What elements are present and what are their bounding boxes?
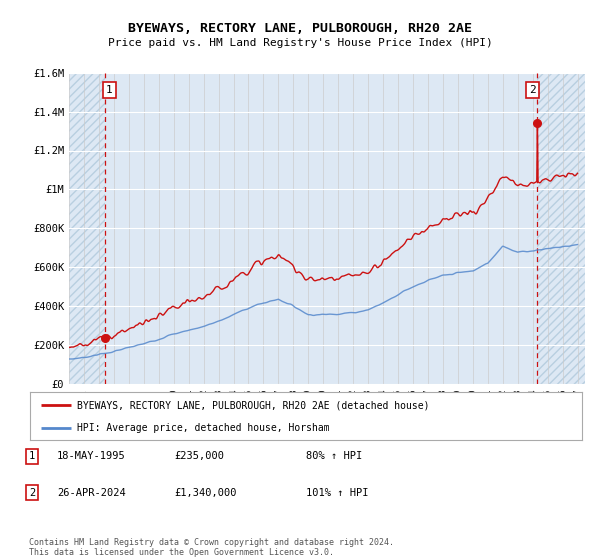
Text: 1: 1: [106, 85, 113, 95]
Text: 26-APR-2024: 26-APR-2024: [57, 488, 126, 498]
Text: BYEWAYS, RECTORY LANE, PULBOROUGH, RH20 2AE: BYEWAYS, RECTORY LANE, PULBOROUGH, RH20 …: [128, 22, 472, 35]
Text: 1: 1: [29, 451, 35, 461]
Text: Contains HM Land Registry data © Crown copyright and database right 2024.
This d: Contains HM Land Registry data © Crown c…: [29, 538, 394, 557]
Bar: [69, 73, 104, 384]
Text: Price paid vs. HM Land Registry's House Price Index (HPI): Price paid vs. HM Land Registry's House …: [107, 38, 493, 48]
Text: 18-MAY-1995: 18-MAY-1995: [57, 451, 126, 461]
Text: £235,000: £235,000: [174, 451, 224, 461]
Text: HPI: Average price, detached house, Horsham: HPI: Average price, detached house, Hors…: [77, 423, 329, 433]
Text: 2: 2: [529, 85, 536, 95]
Text: 2: 2: [29, 488, 35, 498]
Text: 80% ↑ HPI: 80% ↑ HPI: [306, 451, 362, 461]
Bar: [538, 73, 585, 384]
Text: £1,340,000: £1,340,000: [174, 488, 236, 498]
Text: 101% ↑ HPI: 101% ↑ HPI: [306, 488, 368, 498]
Text: BYEWAYS, RECTORY LANE, PULBOROUGH, RH20 2AE (detached house): BYEWAYS, RECTORY LANE, PULBOROUGH, RH20 …: [77, 400, 430, 410]
